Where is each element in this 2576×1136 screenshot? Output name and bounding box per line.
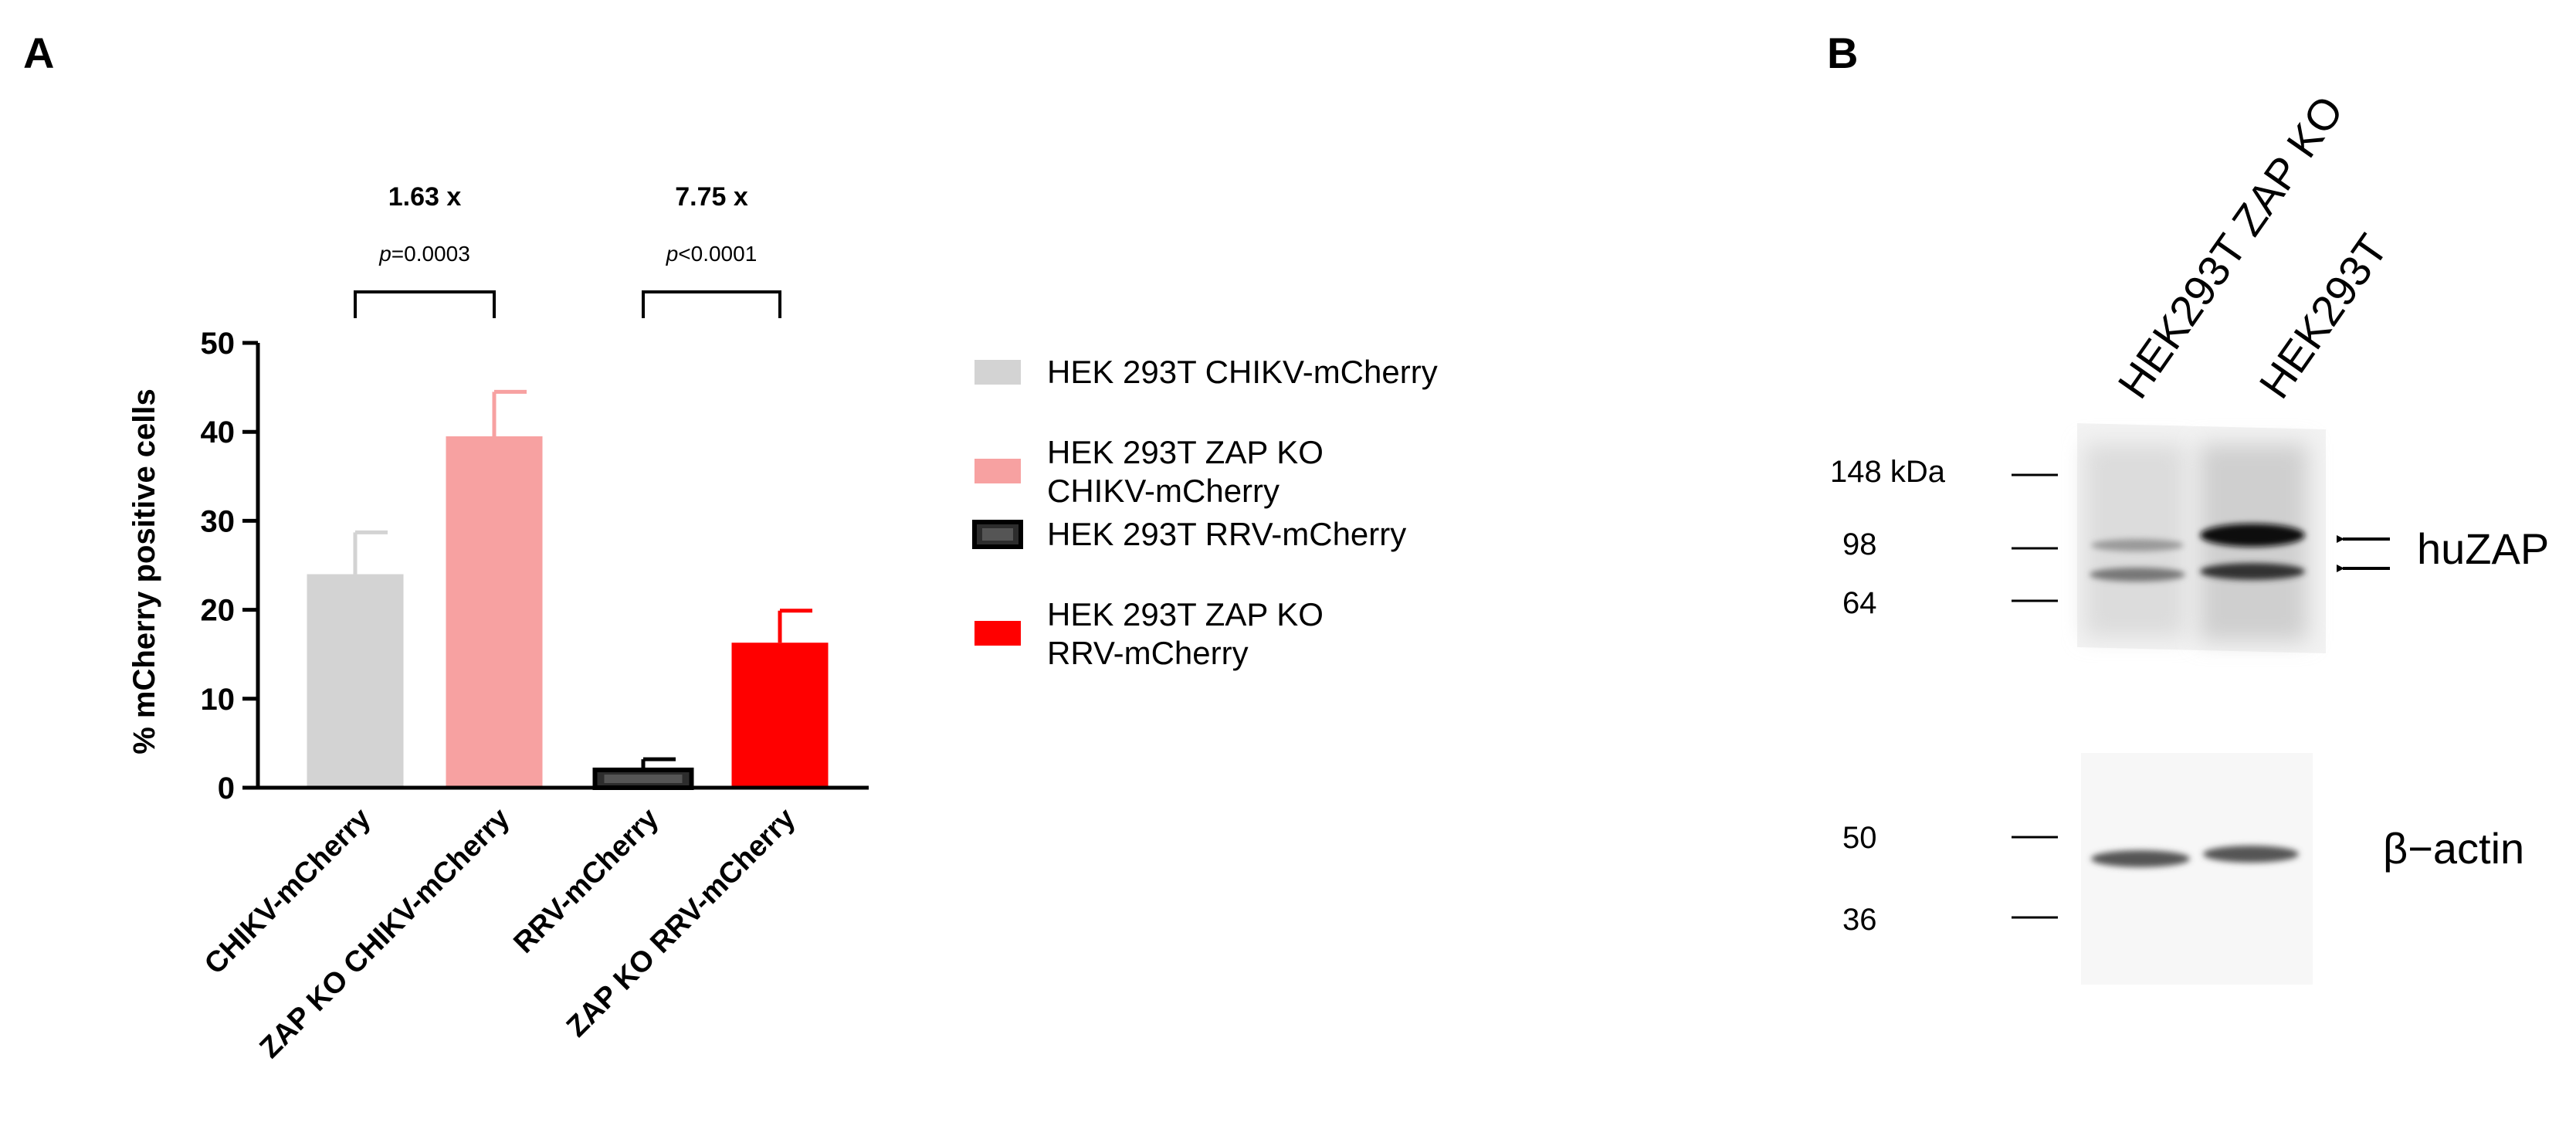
legend-label: HEK 293T RRV-mCherry bbox=[1047, 516, 1406, 552]
marker-label-64: 64 bbox=[1842, 586, 1877, 620]
marker-label-148: 148 kDa bbox=[1830, 455, 1946, 489]
lane-label-wt: HEK293T bbox=[2249, 226, 2397, 407]
comparison-annotations: 1.63 x p=0.0003 7.75 x p<0.0001 bbox=[354, 182, 781, 318]
fold-change-label: 7.75 x bbox=[675, 182, 748, 212]
legend-swatch bbox=[974, 360, 1021, 385]
marker-label-98: 98 bbox=[1842, 527, 1877, 561]
membrane-bottom bbox=[2081, 753, 2313, 985]
legend-swatch-inner bbox=[982, 528, 1013, 541]
y-tick-label: 10 bbox=[201, 683, 236, 717]
y-tick-label: 0 bbox=[218, 771, 235, 805]
y-axis-label: % mCherry positive cells bbox=[127, 388, 161, 755]
significance-bracket bbox=[642, 290, 781, 318]
legend-label: RRV-mCherry bbox=[1047, 635, 1249, 671]
bar bbox=[307, 574, 404, 788]
significance-bracket bbox=[354, 290, 496, 318]
legend-label: HEK 293T ZAP KO bbox=[1047, 596, 1324, 632]
bar bbox=[731, 643, 829, 788]
x-category-label: RRV-mCherry bbox=[507, 802, 665, 960]
target-label: huZAP bbox=[2417, 524, 2549, 573]
zap-band-wt-upper bbox=[2200, 524, 2305, 547]
marker-label-50: 50 bbox=[1842, 821, 1877, 855]
actin-band-wt bbox=[2203, 846, 2299, 863]
marker-label-36: 36 bbox=[1842, 903, 1877, 937]
loading-control-label: β−actin bbox=[2383, 824, 2524, 873]
actin-band-ko bbox=[2091, 850, 2190, 867]
bar-inner-fill bbox=[604, 774, 683, 783]
western-blot: HEK293T ZAP KO HEK293T 148 kDa 98 64 50 … bbox=[1830, 87, 2549, 985]
bar bbox=[446, 436, 543, 788]
p-value-label: p<0.0001 bbox=[666, 242, 758, 266]
bars bbox=[307, 436, 829, 791]
y-tick-label: 30 bbox=[201, 504, 236, 538]
panel-b-label: B bbox=[1827, 29, 1858, 77]
legend-label: HEK 293T ZAP KO bbox=[1047, 434, 1324, 470]
x-category-label: ZAP KO RRV-mCherry bbox=[561, 802, 802, 1043]
x-category-label: ZAP KO CHIKV-mCherry bbox=[254, 802, 517, 1065]
y-tick-label: 40 bbox=[201, 415, 236, 449]
legend-label: HEK 293T CHIKV-mCherry bbox=[1047, 354, 1438, 390]
legend-label: CHIKV-mCherry bbox=[1047, 473, 1280, 509]
fold-change-label: 1.63 x bbox=[388, 182, 462, 212]
zap-band-wt-lower bbox=[2200, 563, 2305, 580]
zap-band-ko-lower bbox=[2090, 568, 2185, 582]
y-tick-label: 50 bbox=[201, 327, 236, 361]
legend-swatch bbox=[974, 459, 1021, 483]
legend-swatch bbox=[974, 621, 1021, 646]
panel-a-label: A bbox=[23, 29, 54, 77]
p-value-label: p=0.0003 bbox=[378, 242, 470, 266]
zap-band-ko-upper bbox=[2091, 539, 2184, 551]
y-tick-label: 20 bbox=[201, 594, 236, 628]
y-ticks: 0 10 20 30 40 50 bbox=[201, 327, 258, 805]
error-bars bbox=[353, 389, 812, 770]
